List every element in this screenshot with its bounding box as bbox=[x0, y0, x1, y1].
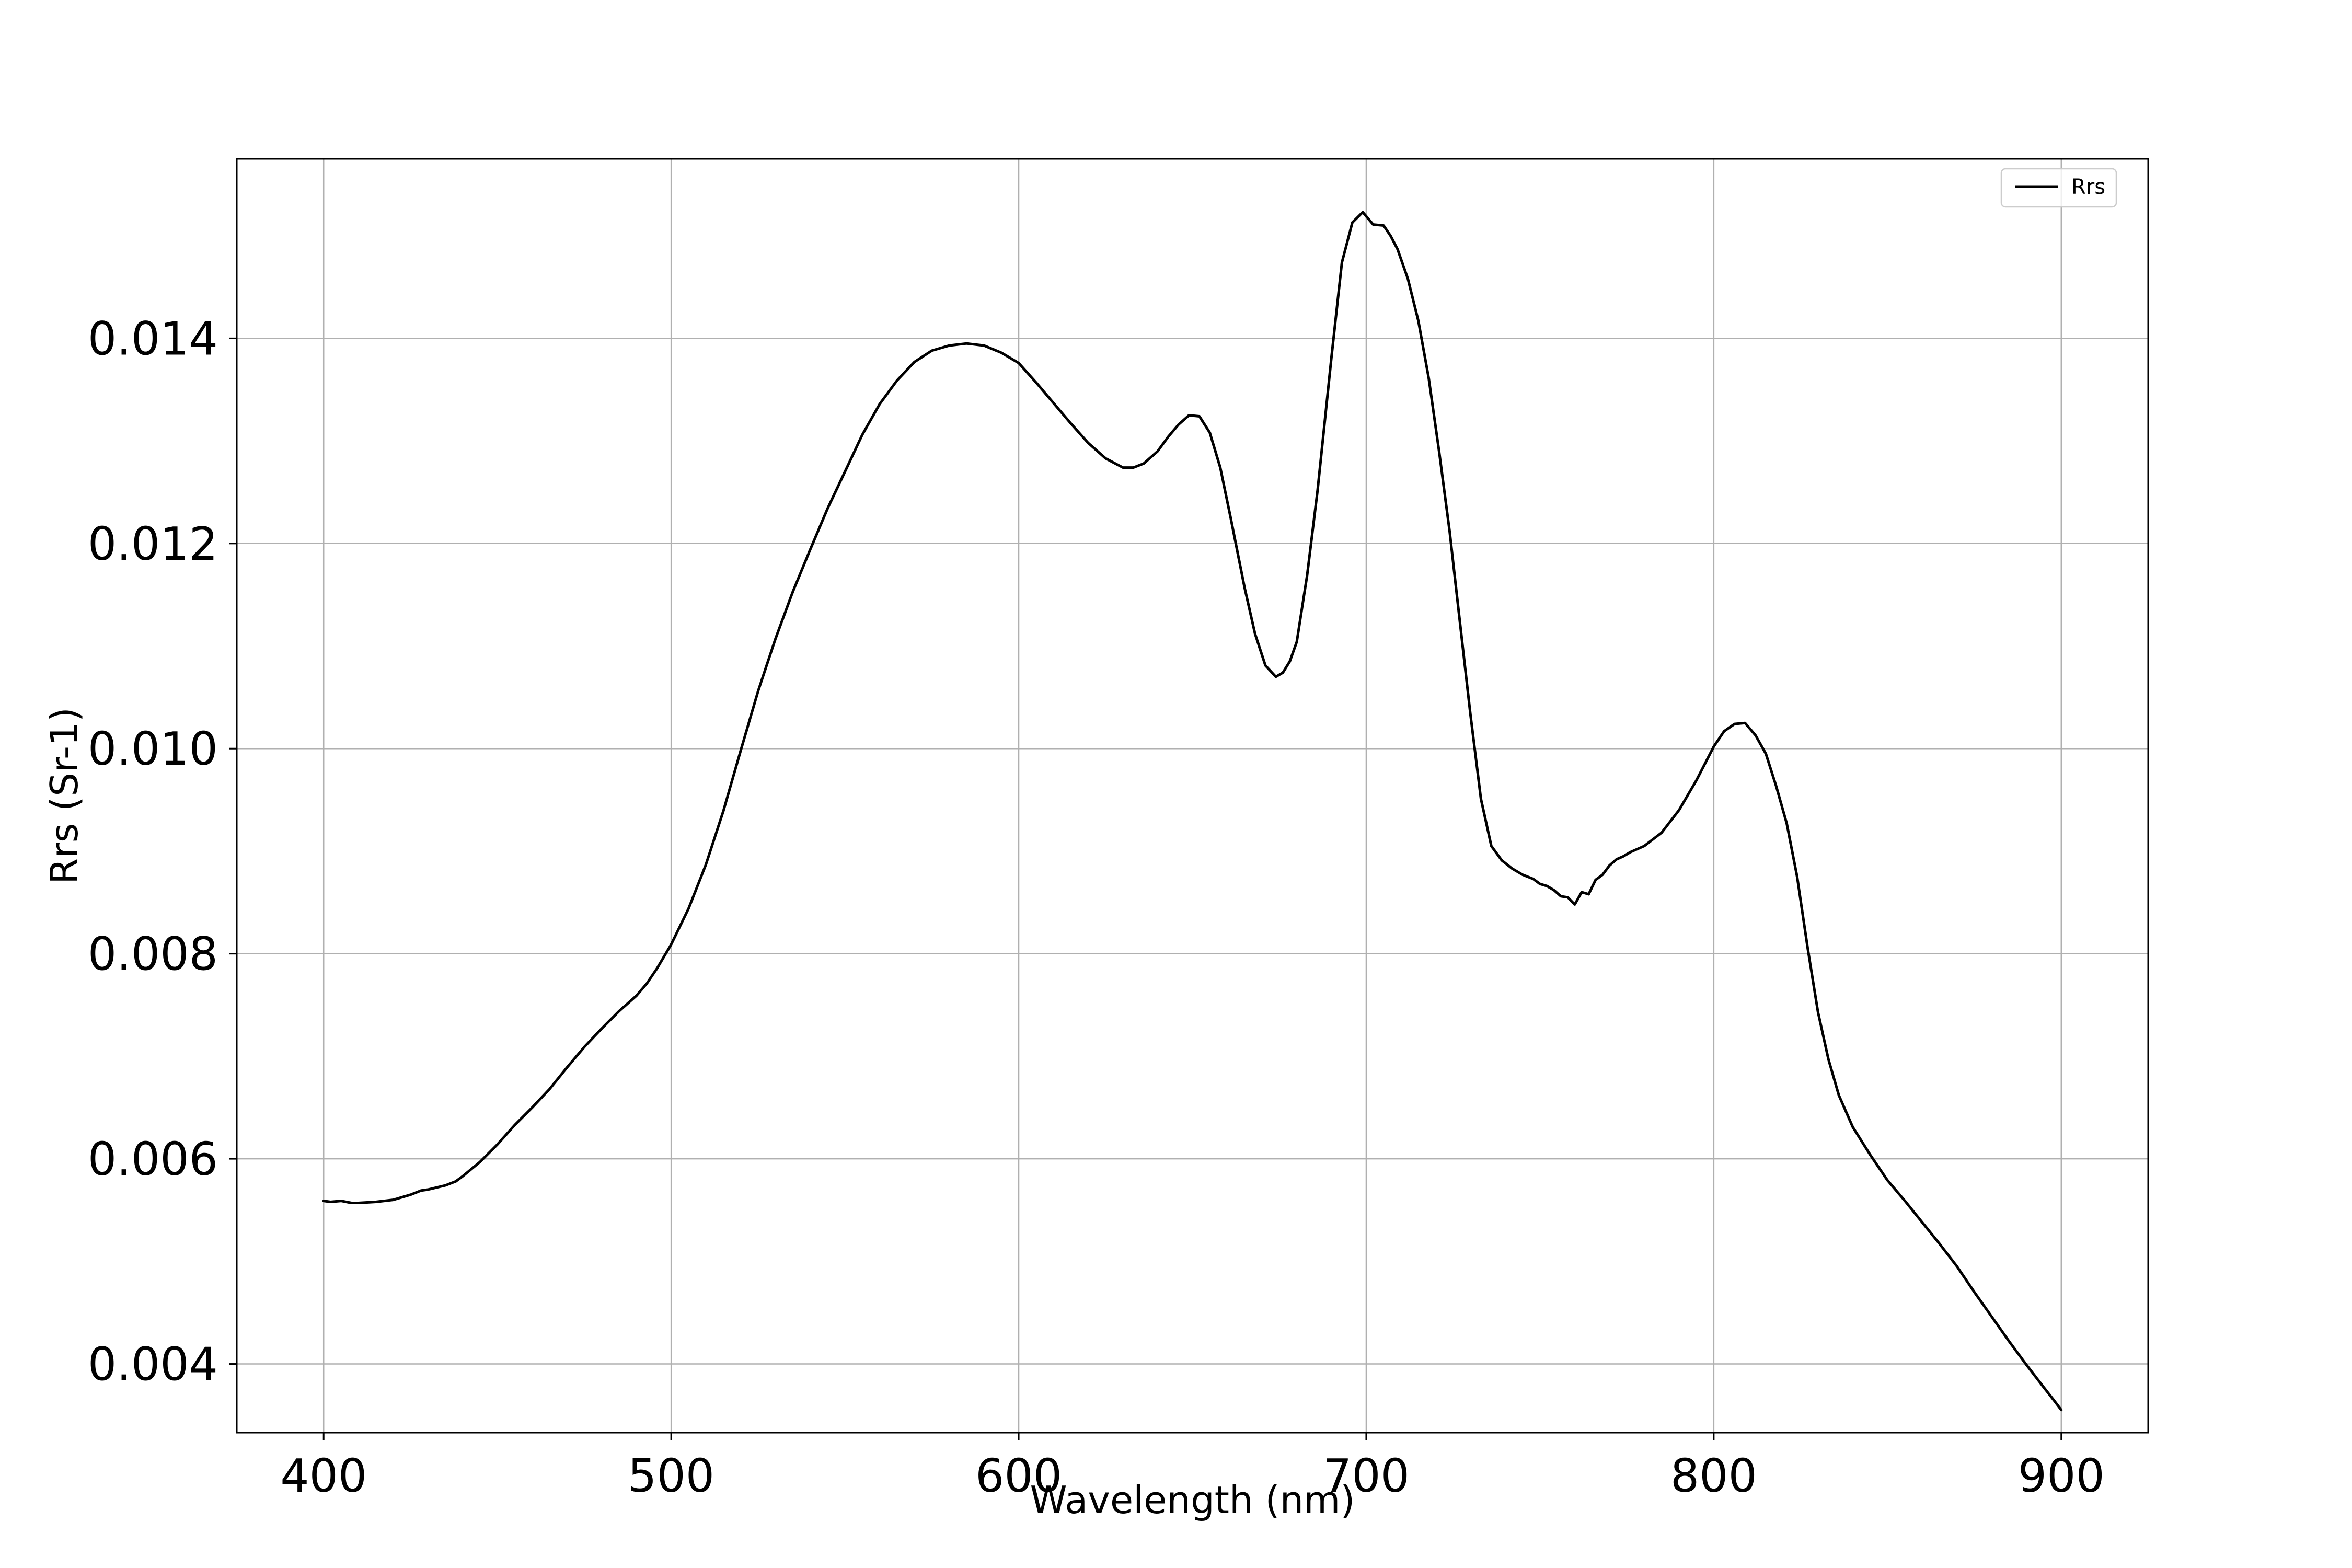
legend: Rrs bbox=[2000, 168, 2117, 208]
ticks: 400 500 600 700 800 900 0.004 0.006 0.008 0.010 0.… bbox=[88, 312, 2105, 1503]
series-layer bbox=[322, 211, 2063, 1412]
series-line-rrs bbox=[322, 211, 2063, 1412]
x-tick-label: 800 bbox=[1670, 1449, 1757, 1503]
x-tick-label: 700 bbox=[1323, 1449, 1410, 1503]
grid bbox=[237, 159, 2148, 1433]
y-tick-label: 0.006 bbox=[88, 1133, 218, 1186]
x-tick-label: 600 bbox=[975, 1449, 1062, 1503]
legend-label: Rrs bbox=[2071, 175, 2105, 199]
y-tick-label: 0.012 bbox=[88, 517, 218, 571]
y-tick-label: 0.008 bbox=[88, 928, 218, 981]
x-axis-label: Wavelength (nm) bbox=[1030, 1478, 1355, 1522]
legend-box bbox=[2000, 168, 2117, 208]
y-tick-label: 0.010 bbox=[88, 722, 218, 776]
y-tick-label: 0.014 bbox=[88, 312, 218, 365]
x-tick-label: 900 bbox=[2018, 1449, 2105, 1503]
x-tick-label: 500 bbox=[628, 1449, 714, 1503]
y-axis-label: Rrs (Sr-1) bbox=[42, 707, 86, 884]
y-tick-label: 0.004 bbox=[88, 1338, 218, 1391]
plot-frame bbox=[236, 158, 2149, 1434]
x-tick-label: 400 bbox=[280, 1449, 367, 1503]
